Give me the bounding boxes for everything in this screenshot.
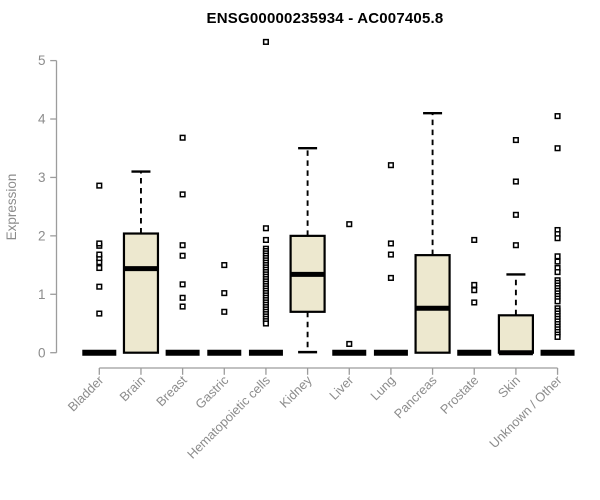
svg-text:4: 4 bbox=[38, 112, 46, 127]
svg-text:2: 2 bbox=[38, 228, 46, 243]
svg-text:Gastric: Gastric bbox=[192, 372, 232, 412]
svg-text:Breast: Breast bbox=[153, 372, 190, 409]
svg-text:Prostate: Prostate bbox=[437, 373, 481, 417]
svg-text:Skin: Skin bbox=[495, 373, 523, 401]
svg-text:Liver: Liver bbox=[326, 372, 357, 403]
svg-text:Pancreas: Pancreas bbox=[391, 373, 440, 422]
svg-text:Bladder: Bladder bbox=[65, 372, 107, 414]
svg-text:Kidney: Kidney bbox=[276, 372, 315, 411]
svg-text:3: 3 bbox=[38, 170, 46, 185]
svg-text:Lung: Lung bbox=[367, 373, 398, 404]
svg-text:0: 0 bbox=[38, 345, 46, 360]
svg-text:Unknown / Other: Unknown / Other bbox=[486, 372, 565, 451]
chart-title: ENSG00000235934 - AC007405.8 bbox=[206, 10, 444, 27]
svg-text:1: 1 bbox=[38, 287, 46, 302]
svg-text:Brain: Brain bbox=[116, 373, 148, 405]
svg-text:5: 5 bbox=[38, 53, 46, 68]
